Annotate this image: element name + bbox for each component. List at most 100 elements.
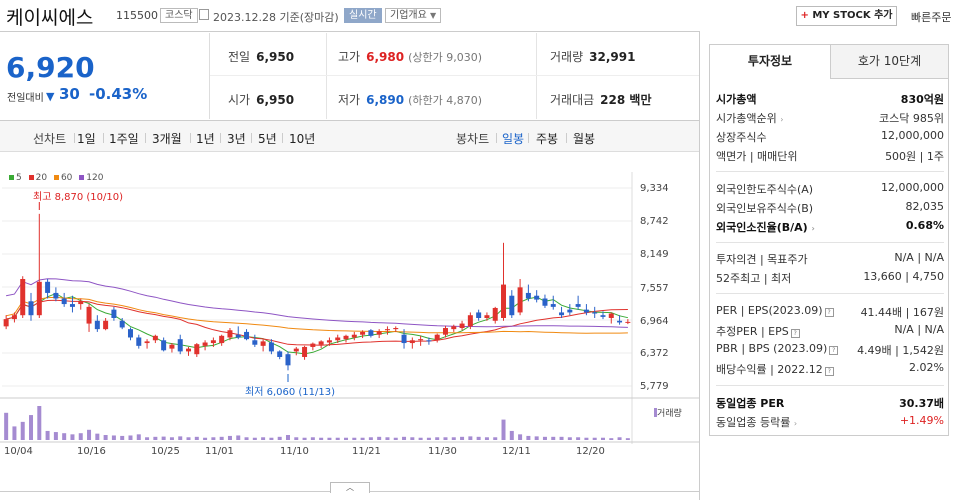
candle-body [492,307,498,321]
volume-bar [327,437,332,440]
period-divider [528,133,529,143]
candle-body [376,331,382,335]
ma-legend: 5 20 60 120 [5,173,103,183]
volume-bar [567,437,572,440]
volume-bar [518,434,523,440]
candlestick-chart[interactable] [0,152,699,491]
x-tick: 10/04 [4,446,33,457]
period-5y[interactable]: 5년 [258,132,277,146]
period-1w[interactable]: 1주일 [109,132,139,146]
candle-body [103,320,109,330]
candle-body [426,340,432,342]
chevron-right-icon: › [811,224,815,233]
y-tick: 5,779 [640,381,669,392]
volume-legend: 거래량 [654,406,682,419]
legend-swatch [28,175,34,180]
volume-bar [95,433,100,440]
row-value: 2.02% [909,361,944,374]
volume-bar [70,434,75,440]
volume-bar [186,437,191,440]
volume-bar [617,437,622,440]
quick-order-link[interactable]: 빠른주문 [911,11,952,24]
plus-icon: + [800,10,809,21]
company-info-label: 기업개요 [390,10,427,21]
period-3m[interactable]: 3개월 [152,132,182,146]
period-1d[interactable]: 1일 [77,132,96,146]
candle-body [484,315,490,318]
row-label-text: 동일업종 등락률 [716,416,791,429]
market-badge: 코스닥 [160,8,198,23]
candle-body [401,334,407,344]
row-market-cap-rank: 시가총액순위 › 코스닥 985위 [716,110,944,126]
stat-open: 시가 6,950 [228,91,294,108]
candle-daily[interactable]: 일봉 [502,132,525,146]
candle-body [583,309,589,313]
help-icon[interactable]: ? [790,329,800,338]
period-1y[interactable]: 1년 [196,132,215,146]
row-value: N/A | N/A [894,323,944,336]
stat-value: 32,991 [589,50,636,64]
ma-120-line [6,278,628,328]
investment-info-panel: 투자정보 호가 10단계 시가총액 830억원 시가총액순위 › 코스닥 985위 … [709,44,949,436]
row-label: PER | EPS(2023.09)? [716,304,834,317]
stat-label: 거래대금 [550,93,595,107]
candle-body [244,331,250,340]
candle-weekly[interactable]: 주봉 [536,132,559,146]
candle-body [476,312,482,318]
volume-bar [410,437,415,440]
period-3y[interactable]: 3년 [227,132,246,146]
candle-body [161,340,167,351]
chart-period-bar: 선차트 1일 1주일 3개월 1년 3년 5년 10년 봉차트 일봉 주봉 월봉 [0,120,700,152]
stat-low: 저가 6,890 (하한가 4,870) [338,91,482,108]
volume-bar [103,435,108,440]
candle-monthly[interactable]: 월봉 [573,132,596,146]
add-mystock-button[interactable]: + MY STOCK 추가 [796,6,897,26]
candle-body [542,298,548,306]
help-icon[interactable]: ? [824,308,834,317]
volume-bar [310,437,315,440]
candle-body [260,341,266,346]
volume-bar [53,432,58,440]
candle-body [45,281,51,293]
volume-bar [37,406,42,440]
lower-limit: (하한가 4,870) [408,94,482,107]
tab-quote-10[interactable]: 호가 10단계 [830,45,948,79]
row-label: 배당수익률 | 2022.12? [716,361,834,377]
candle-body [177,339,183,352]
row-industry-per: 동일업종 PER 30.37배 [716,395,944,411]
volume-bar [20,421,25,440]
row-label: 외국인한도주식수(A) [716,183,814,196]
collapse-up-button[interactable]: ︿ [330,482,370,493]
volume-bar [542,436,547,440]
stats-row-divider [210,75,700,76]
legend-label: 60 [60,173,73,183]
realtime-button[interactable]: 실시간 [344,8,382,23]
volume-bar [227,435,232,440]
x-tick: 12/20 [576,446,605,457]
x-tick: 10/16 [77,446,106,457]
ma-60-line [5,296,628,334]
row-value: 30.37배 [899,397,944,410]
row-label-text: PER | EPS(2023.09) [716,304,823,317]
row-est-per: 추정PER | EPS? N/A | N/A [716,323,944,339]
volume-bar [136,434,141,440]
period-10y[interactable]: 10년 [289,132,316,146]
help-icon[interactable]: ? [824,367,834,376]
row-opinion: 투자의견 | 목표주가 N/A | N/A [716,251,944,267]
row-value: 12,000,000 [881,181,944,194]
x-tick: 11/21 [352,446,381,457]
volume-bar [484,437,489,440]
candle-body [442,328,448,335]
candle-body [219,335,225,344]
volume-legend-label: 거래량 [657,409,682,419]
y-tick: 6,964 [640,316,669,327]
help-icon[interactable]: ? [829,346,839,355]
company-info-button[interactable]: 기업개요 ▼ [385,8,442,23]
row-label: 외국인보유주식수(B) [716,202,814,215]
candle-body [277,351,283,357]
volume-bar [377,436,382,440]
group-divider [716,385,944,386]
tab-invest-info[interactable]: 투자정보 [710,45,830,79]
volume-swatch [654,408,657,417]
legend-label: 120 [86,173,104,183]
